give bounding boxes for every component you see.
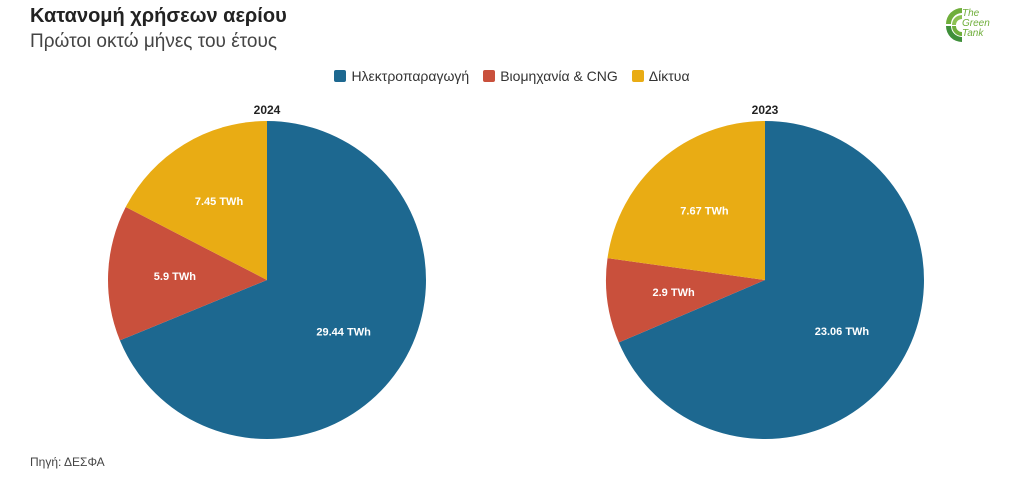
legend-swatch-power [334, 70, 347, 82]
pie-2023-label-power: 23.06 TWh [815, 326, 870, 338]
pie-2024-slice-power [119, 121, 426, 439]
legend-item-industry: Βιομηχανία & CNG [483, 68, 618, 84]
pie-2023-slice-networks [607, 121, 765, 280]
legend-item-networks: Δίκτυα [631, 68, 690, 84]
logo-line-3: Tank [962, 28, 984, 39]
logo-line-1: The [962, 8, 980, 19]
legend: Ηλεκτροπαραγωγή Βιομηχανία & CNG Δίκτυα [0, 68, 1024, 84]
pie-2024-label-power: 29.44 TWh [316, 326, 371, 338]
legend-item-power: Ηλεκτροπαραγωγή [334, 68, 469, 84]
pie-2023-slice-industry [605, 258, 765, 343]
pie-2024-slice-industry [108, 207, 267, 341]
pie-2023-slice-power [618, 121, 924, 439]
pie-2024-label-networks: 7.45 TWh [195, 196, 244, 208]
legend-swatch-networks [631, 70, 644, 82]
legend-label-industry: Βιομηχανία & CNG [500, 68, 618, 84]
logo-line-2: Green [962, 18, 990, 29]
source-note: Πηγή: ΔΕΣΦΑ [30, 455, 105, 469]
logo-text: The Green Tank [962, 9, 990, 39]
legend-swatch-industry [483, 70, 496, 82]
pie-2024-slice-networks [125, 120, 267, 280]
pie-title-2023: 2023 [751, 103, 779, 117]
chart-title: Κατανομή χρήσεων αερίου [30, 5, 287, 27]
pie-2023-label-networks: 7.67 TWh [680, 205, 729, 217]
legend-label-power: Ηλεκτροπαραγωγή [351, 68, 470, 84]
green-tank-logo-icon [946, 8, 962, 42]
legend-label-networks: Δίκτυα [648, 68, 690, 84]
pie-2023-label-industry: 2.9 TWh [653, 287, 695, 299]
pie-2024-label-industry: 5.9 TWh [154, 271, 196, 283]
chart-subtitle: Πρώτοι οκτώ μήνες του έτους [30, 31, 278, 52]
pie-title-2024: 2024 [253, 103, 281, 117]
